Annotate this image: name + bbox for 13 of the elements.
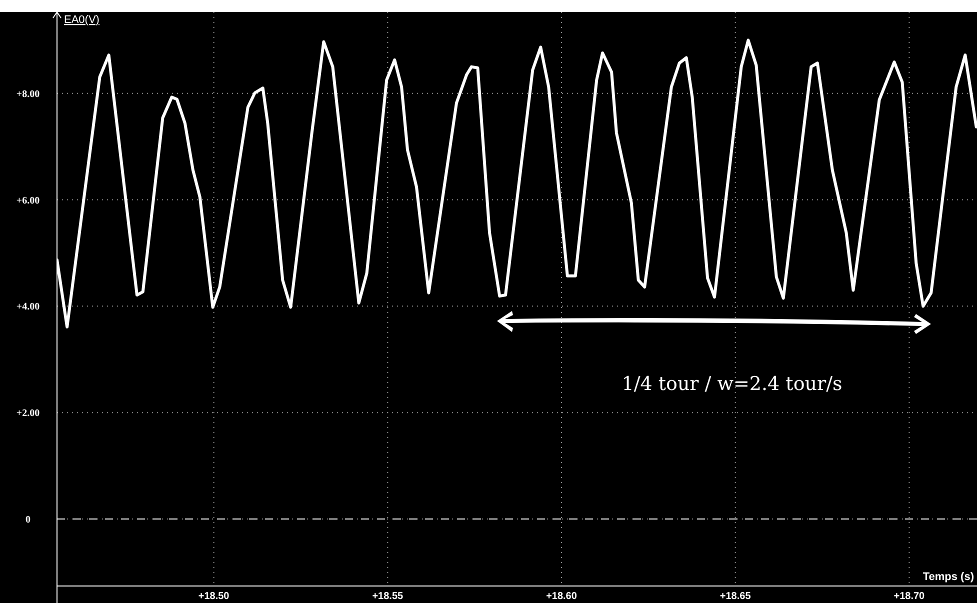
y-tick-label: +6.00	[16, 195, 40, 206]
x-tick-label: +18.70	[894, 591, 926, 602]
y-axis-title: EA0(V)	[64, 14, 100, 26]
x-tick-label: +18.60	[546, 591, 578, 602]
annotation: 1/4 tour / w=2.4 tour/s	[622, 373, 842, 395]
y-tick-label: +2.00	[16, 408, 40, 420]
x-tick-label: +18.65	[720, 591, 752, 602]
x-axis-title: Temps (s)	[922, 571, 974, 583]
y-tick-label: +4.00	[16, 302, 40, 313]
y-tick-label: +8.00	[16, 88, 40, 100]
x-tick-label: +18.55	[372, 591, 404, 602]
y-tick-label: 0	[26, 514, 30, 526]
x-tick-label: +18.50	[198, 591, 230, 602]
